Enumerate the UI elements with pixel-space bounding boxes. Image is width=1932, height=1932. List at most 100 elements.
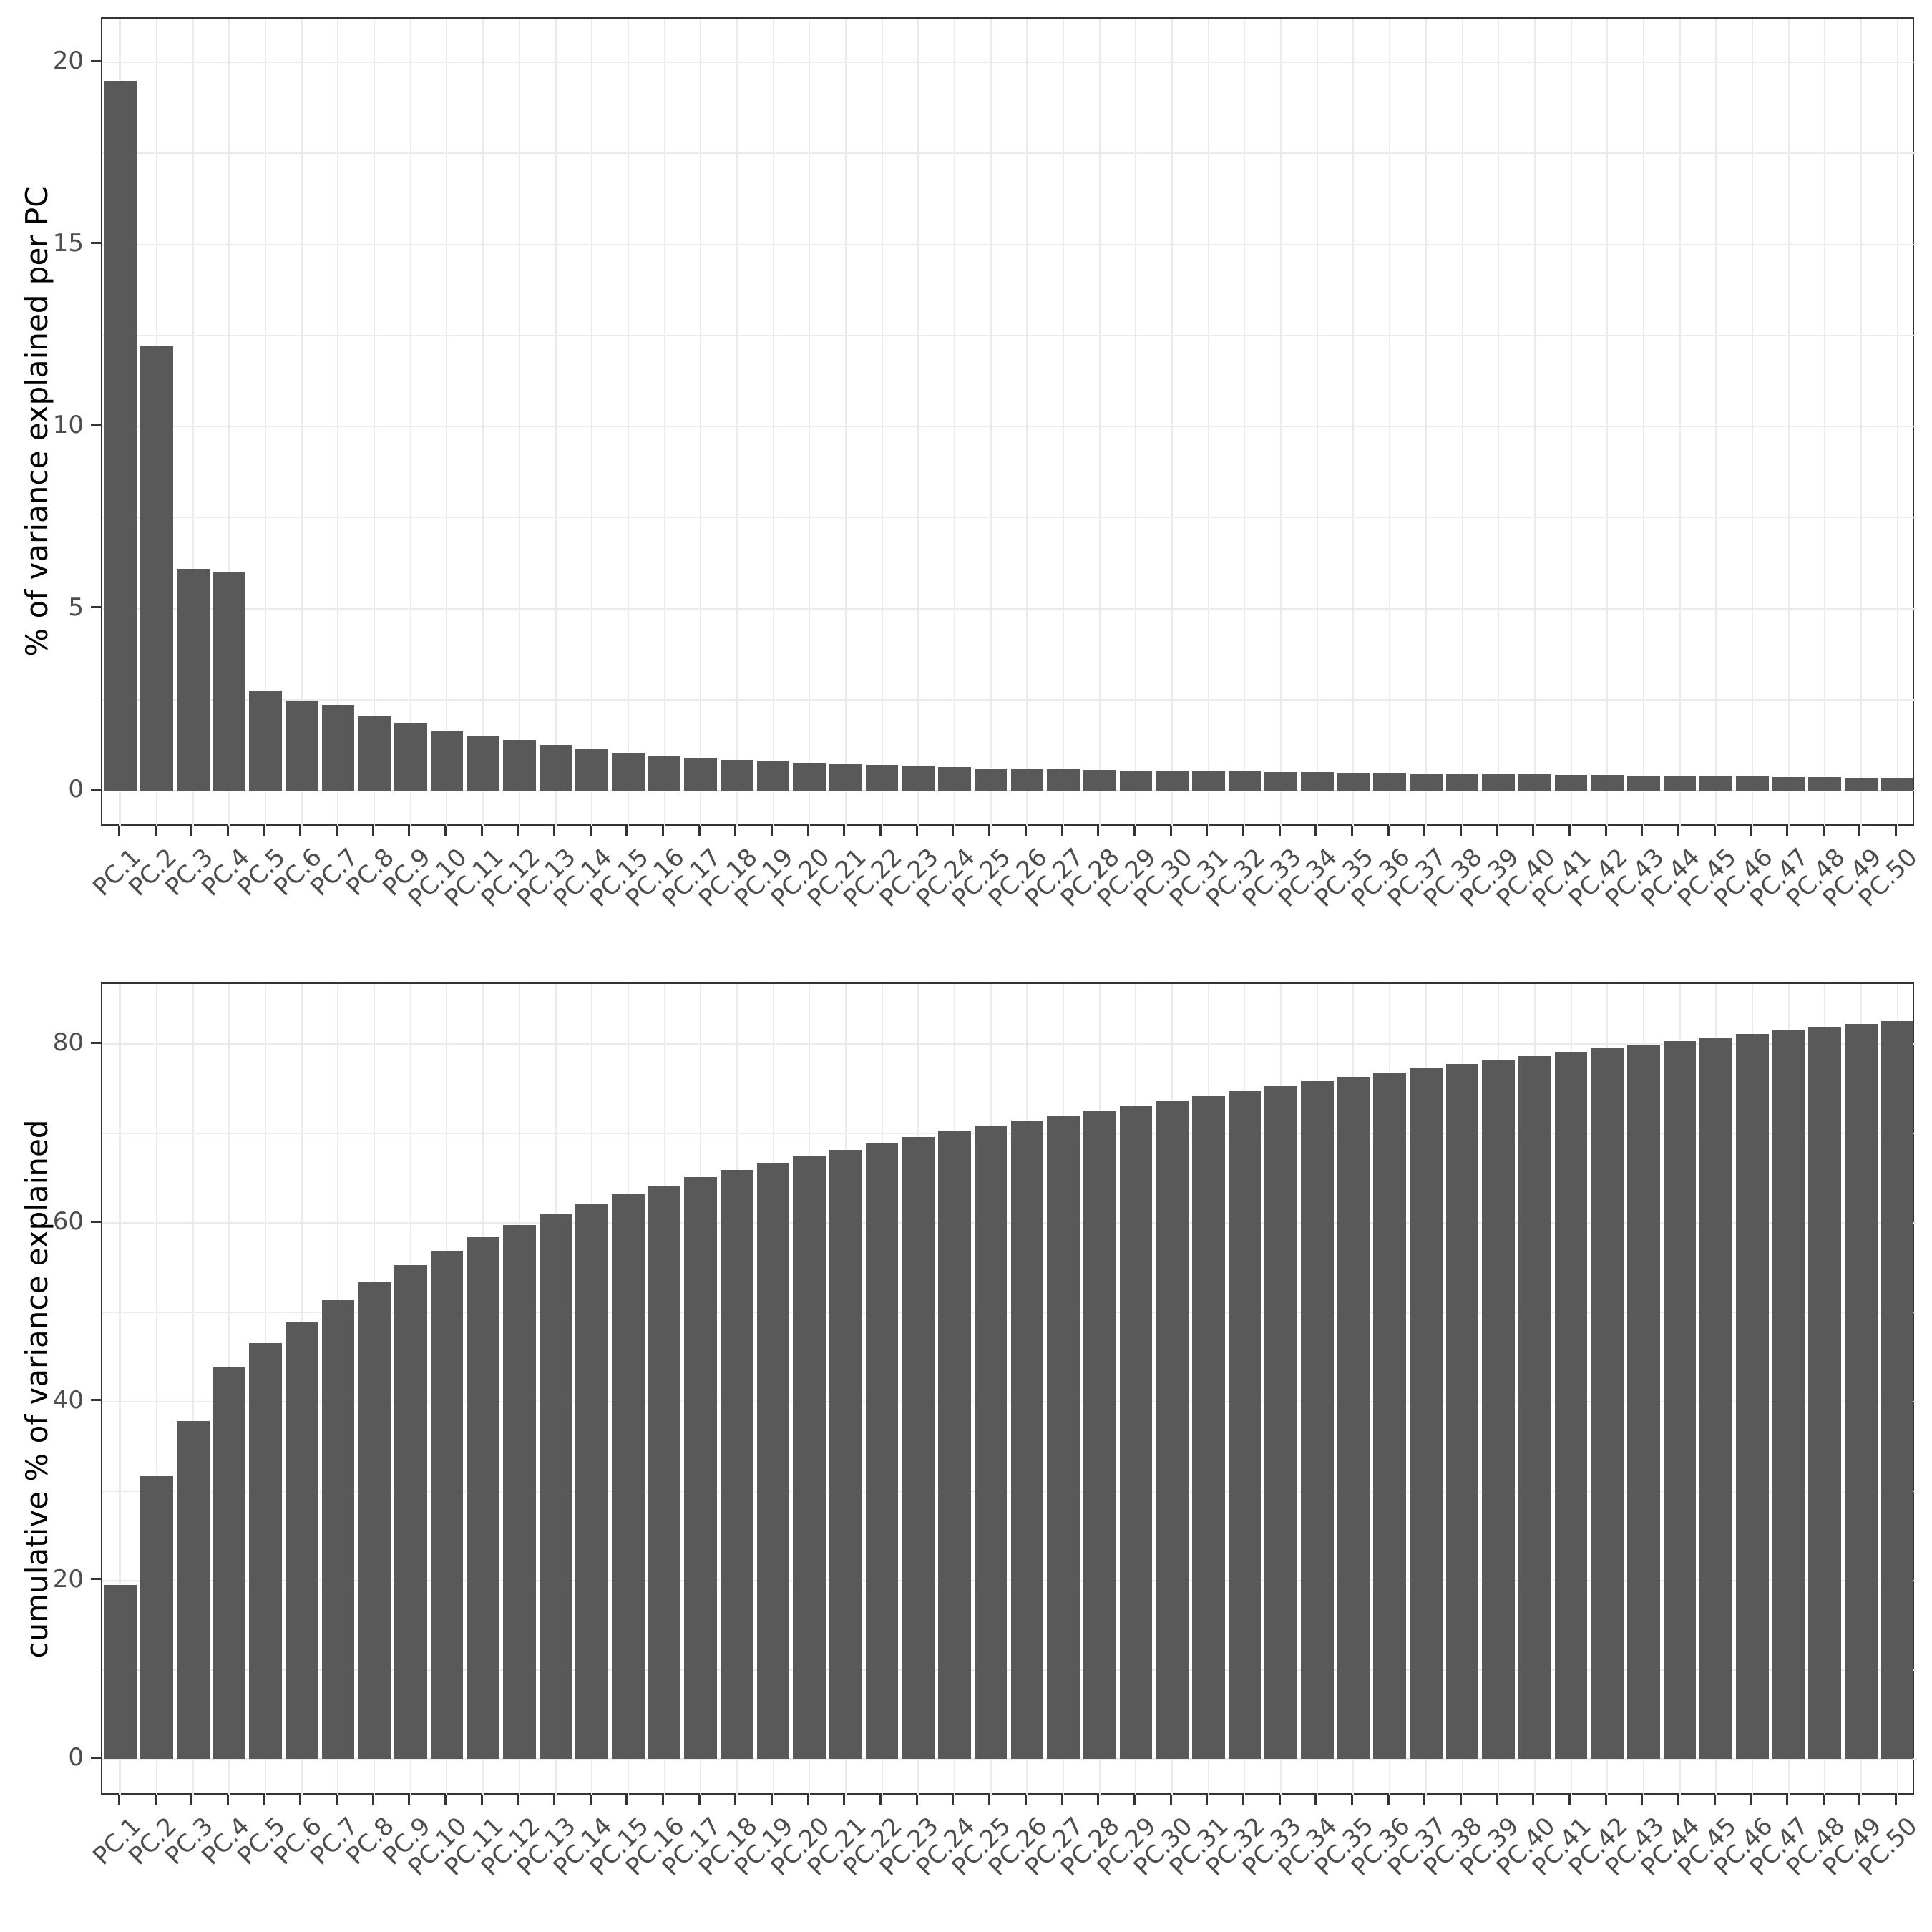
x-tick xyxy=(734,826,737,836)
bar-PC.40 xyxy=(1518,774,1551,791)
y-tick-label: 0 xyxy=(68,1743,84,1772)
bar-PC.15 xyxy=(612,1194,645,1760)
x-tick xyxy=(1895,826,1898,836)
x-gridline xyxy=(1679,19,1681,827)
bar-PC.12 xyxy=(503,739,536,791)
bar-PC.8 xyxy=(358,716,391,791)
x-tick xyxy=(1387,1795,1390,1805)
y-gridline xyxy=(102,1133,1916,1135)
bar-PC.9 xyxy=(394,723,427,791)
bar-PC.8 xyxy=(358,1282,391,1760)
y-gridline xyxy=(102,334,1916,336)
y-gridline xyxy=(102,1222,1916,1224)
x-tick xyxy=(589,1795,592,1805)
y-tick xyxy=(91,424,101,426)
x-gridline xyxy=(809,19,811,827)
bar-PC.33 xyxy=(1264,1085,1297,1760)
bar-PC.39 xyxy=(1482,1060,1515,1760)
y-gridline xyxy=(102,426,1916,428)
x-tick xyxy=(1241,1795,1244,1805)
bar-PC.41 xyxy=(1554,1052,1588,1760)
x-tick xyxy=(843,826,846,836)
bar-PC.33 xyxy=(1264,771,1297,791)
x-tick xyxy=(190,1795,193,1805)
x-gridline xyxy=(1498,19,1500,827)
y-tick xyxy=(91,606,101,609)
x-tick xyxy=(1496,1795,1498,1805)
y-tick xyxy=(91,59,101,62)
x-tick xyxy=(698,1795,701,1805)
y-tick xyxy=(91,1756,101,1759)
x-tick xyxy=(371,826,374,836)
x-tick xyxy=(1750,826,1752,836)
bar-PC.4 xyxy=(213,1367,246,1760)
x-tick xyxy=(263,826,265,836)
x-gridline xyxy=(156,984,158,1796)
x-tick xyxy=(771,826,774,836)
bar-PC.45 xyxy=(1699,776,1733,791)
bar-PC.30 xyxy=(1156,771,1189,791)
bar-PC.25 xyxy=(974,768,1008,791)
bar-PC.32 xyxy=(1228,771,1262,791)
x-gridline xyxy=(917,19,919,827)
x-tick xyxy=(1568,826,1571,836)
x-tick xyxy=(263,1795,265,1805)
y-gridline xyxy=(102,62,1916,64)
x-tick xyxy=(988,1795,991,1805)
x-gridline xyxy=(1244,19,1246,827)
x-gridline xyxy=(1787,19,1790,827)
x-tick xyxy=(299,1795,302,1805)
x-gridline xyxy=(772,19,774,827)
bar-PC.39 xyxy=(1482,774,1515,791)
x-gridline xyxy=(446,19,448,827)
x-tick xyxy=(1786,1795,1789,1805)
x-gridline xyxy=(1063,19,1065,827)
x-gridline xyxy=(1352,19,1355,827)
y-gridline xyxy=(102,1490,1916,1492)
bar-PC.42 xyxy=(1591,1048,1624,1760)
y-tick xyxy=(91,1220,101,1223)
y-gridline xyxy=(102,608,1916,610)
x-tick xyxy=(1133,826,1136,836)
bar-PC.41 xyxy=(1554,774,1588,791)
x-gridline xyxy=(700,19,702,827)
bar-PC.18 xyxy=(721,1169,753,1760)
x-tick xyxy=(1532,826,1535,836)
x-gridline xyxy=(1425,19,1427,827)
bar-PC.11 xyxy=(467,736,499,791)
x-tick xyxy=(335,1795,338,1805)
x-tick xyxy=(1024,826,1027,836)
x-tick xyxy=(1060,1795,1063,1805)
y-gridline xyxy=(102,698,1916,701)
bar-PC.29 xyxy=(1119,1105,1153,1760)
bar-PC.49 xyxy=(1845,777,1878,791)
x-tick xyxy=(1460,1795,1462,1805)
bar-PC.20 xyxy=(793,1156,826,1760)
x-tick xyxy=(1750,1795,1752,1805)
bar-PC.17 xyxy=(684,758,718,791)
x-tick xyxy=(879,1795,882,1805)
y-tick xyxy=(91,1399,101,1402)
bar-PC.9 xyxy=(394,1265,427,1760)
x-tick xyxy=(1169,826,1172,836)
x-gridline xyxy=(1606,19,1609,827)
bar-PC.17 xyxy=(684,1177,718,1760)
x-gridline xyxy=(591,19,593,827)
y-tick-label: 10 xyxy=(52,411,84,440)
x-gridline xyxy=(1135,19,1137,827)
x-tick xyxy=(1822,1795,1825,1805)
x-gridline xyxy=(374,19,376,827)
x-tick xyxy=(1532,1795,1535,1805)
x-gridline xyxy=(990,19,992,827)
x-gridline xyxy=(1570,19,1572,827)
x-tick xyxy=(408,826,411,836)
x-tick xyxy=(879,826,882,836)
bar-PC.15 xyxy=(612,752,645,791)
bar-PC.7 xyxy=(321,1300,355,1760)
bar-PC.43 xyxy=(1627,775,1660,791)
bar-PC.14 xyxy=(575,748,608,791)
x-gridline xyxy=(1860,19,1862,827)
x-tick xyxy=(1206,826,1209,836)
x-gridline xyxy=(1171,19,1174,827)
bar-PC.12 xyxy=(503,1224,536,1760)
